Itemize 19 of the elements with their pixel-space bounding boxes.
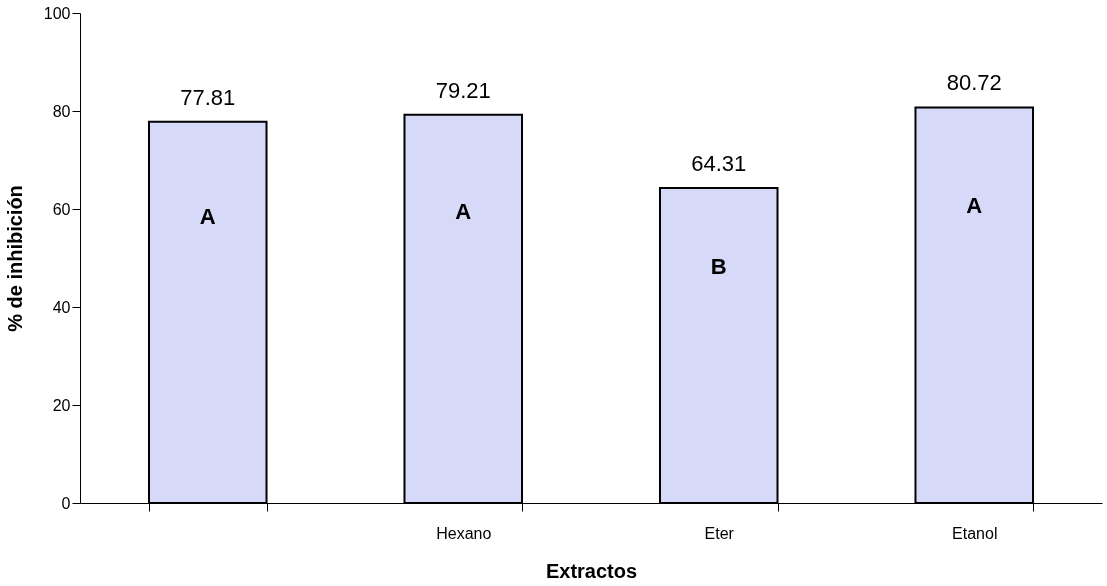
- y-tick-label: 0: [61, 494, 71, 512]
- annotation: A: [966, 193, 983, 219]
- data-label: 79.21: [435, 77, 491, 103]
- x-tick-label: Etanol: [952, 524, 998, 542]
- y-tick-label: 100: [43, 4, 71, 22]
- data-label: 77.81: [180, 84, 236, 110]
- x-tick-label: Hexano: [436, 524, 492, 542]
- data-label: 64.31: [691, 150, 747, 176]
- y-tick-label: 20: [52, 396, 71, 414]
- y-axis-title: % de inhibición: [3, 185, 26, 332]
- y-tick-label: 80: [52, 102, 71, 120]
- annotation: A: [199, 204, 216, 230]
- data-label: 80.72: [946, 70, 1002, 96]
- x-tick-label: Eter: [704, 524, 735, 542]
- annotation: B: [710, 253, 727, 279]
- y-tick-label: 40: [52, 298, 71, 316]
- y-tick-label: 60: [52, 200, 71, 218]
- x-axis-title: Extractos: [545, 559, 638, 582]
- annotation: A: [455, 198, 472, 224]
